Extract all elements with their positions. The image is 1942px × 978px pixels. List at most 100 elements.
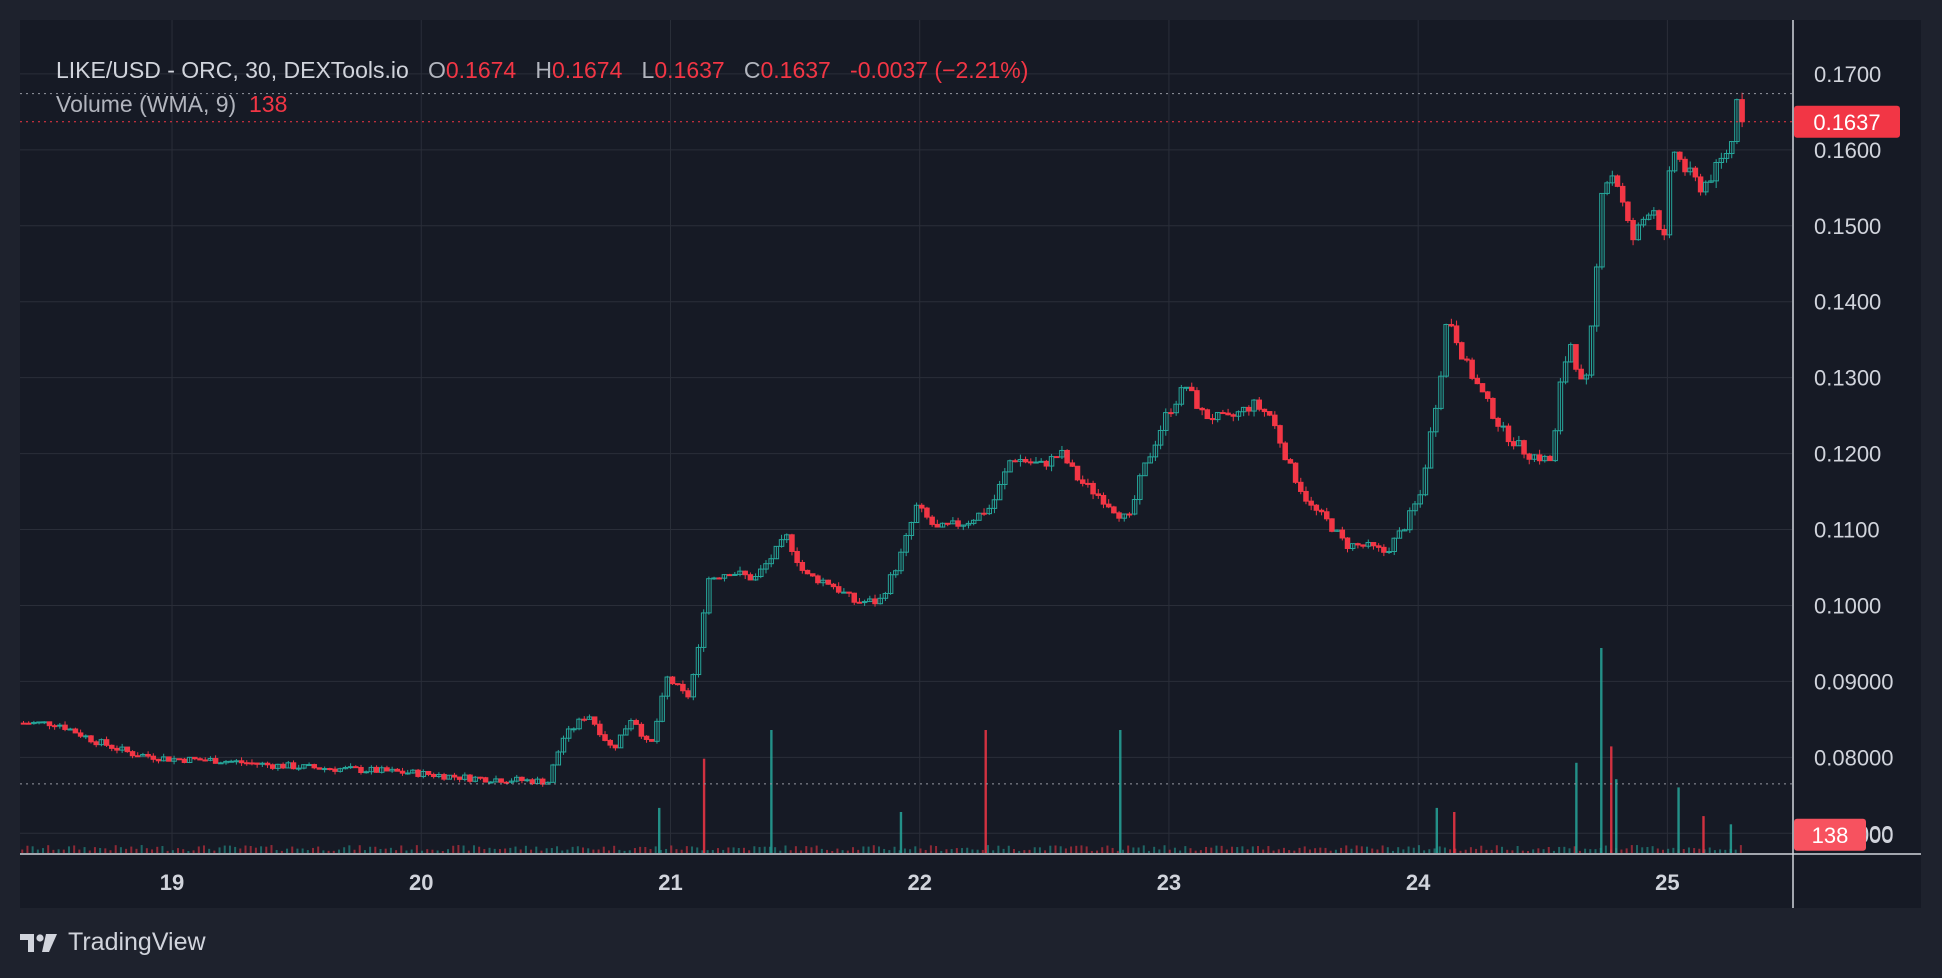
volume-bar [1345, 845, 1348, 853]
volume-bar [119, 847, 122, 853]
volume-bar [680, 849, 683, 853]
candle-body [1687, 167, 1693, 173]
candle-body [1085, 482, 1091, 485]
volume-bar [582, 847, 585, 853]
candle-body [898, 551, 904, 572]
candle-body [778, 539, 785, 547]
volume-bar [1490, 849, 1493, 853]
candle-body [1017, 459, 1024, 462]
candle-body [1116, 512, 1122, 519]
candle-body [254, 762, 260, 765]
candle-body [1344, 537, 1351, 549]
candle-body [877, 597, 883, 605]
candle-body [62, 724, 68, 730]
time-tick-label: 23 [1157, 870, 1181, 895]
volume-bar [1184, 846, 1187, 853]
volume-bar [244, 845, 247, 853]
volume-bar [1101, 847, 1104, 853]
candle-body [1588, 325, 1595, 376]
volume-indicator-label[interactable]: Volume (WMA, 9) [56, 91, 237, 117]
volume-bar [836, 848, 839, 853]
volume-bar [1672, 847, 1675, 853]
candle-body [1521, 440, 1527, 455]
tradingview-brand[interactable]: TradingView [20, 928, 206, 957]
candle-body [212, 758, 219, 764]
volume-bar [1127, 845, 1130, 853]
candle-body [555, 751, 562, 766]
volume-bar [140, 845, 143, 853]
candle-body [1614, 175, 1621, 187]
candle-body [1131, 499, 1138, 515]
volume-bar [104, 848, 107, 853]
grid-lines [20, 20, 1792, 853]
volume-bar [784, 845, 787, 853]
candle-body [1339, 529, 1346, 539]
volume-bar [1651, 846, 1654, 853]
volume-bar [1158, 849, 1161, 853]
candle-body [659, 695, 665, 722]
axes[interactable]: 0.1700 0.1600 0.1500 0.1400 0.1300 0.1200 0.11… [20, 20, 1921, 908]
candle-body [617, 734, 624, 749]
volume-bar [1604, 845, 1607, 853]
price-reference-lines [20, 93, 1792, 785]
candle-body [856, 601, 863, 604]
candle-body [498, 778, 504, 783]
candle-body [249, 762, 255, 765]
candle-body [893, 570, 899, 576]
candle-body [503, 781, 510, 784]
volume-bar [530, 849, 533, 853]
candle-body [410, 769, 416, 774]
candle-body [358, 766, 364, 774]
volume-bar [208, 848, 211, 853]
chart-panel[interactable]: 0.1700 0.1600 0.1500 0.1400 0.1300 0.1200 0.11… [20, 20, 1921, 908]
volume-bar [441, 850, 444, 853]
candle-body [841, 591, 847, 594]
candle-body [244, 762, 250, 765]
candle-body [887, 574, 894, 594]
candle-body [93, 741, 99, 746]
volume-bar [1246, 849, 1249, 853]
volume-bar [1194, 850, 1197, 853]
candle-body [539, 778, 546, 785]
price-tick-label: 0.1000 [1814, 593, 1881, 618]
candle-body [1251, 399, 1257, 412]
volume-bar [1542, 849, 1545, 853]
candle-body [560, 737, 567, 753]
candle-body [1407, 510, 1413, 531]
volume-bar [67, 846, 70, 853]
volume-bar [218, 847, 221, 853]
volume-bar [1568, 848, 1571, 853]
volume-bar [737, 847, 740, 853]
volume-bar [1578, 850, 1581, 853]
candle-body [1464, 358, 1470, 361]
volume-bar [732, 847, 735, 853]
volume-bar [997, 845, 1000, 853]
volume-spike-bar [984, 730, 987, 853]
volume-bar [649, 849, 652, 853]
volume-bar [597, 849, 600, 853]
volume-bar [462, 845, 465, 853]
volume-bar [1236, 847, 1239, 853]
candle-body [67, 728, 73, 731]
volume-bar [1002, 848, 1005, 853]
volume-bar [1168, 849, 1171, 853]
symbol-title[interactable]: LIKE/USD - ORC, 30, DEXTools.io [56, 57, 409, 83]
volume-bar [457, 845, 460, 853]
volume-bar [26, 845, 29, 853]
candle-body [1422, 467, 1429, 496]
candle-body [794, 550, 800, 563]
volume-bar [545, 848, 548, 853]
volume-bar [156, 846, 159, 853]
candle-body [1240, 406, 1247, 413]
volume-bar [1220, 845, 1223, 853]
candle-body [1645, 214, 1652, 220]
volume-bar [358, 845, 361, 853]
candlestick-chart[interactable]: 0.1700 0.1600 0.1500 0.1400 0.1300 0.1200 0.11… [20, 20, 1921, 908]
candle-body [991, 499, 998, 509]
last-price-badge-label: 0.1637 [1813, 110, 1880, 135]
candle-body [867, 598, 873, 603]
volume-bar [1054, 845, 1057, 853]
candle-body [1640, 218, 1647, 226]
candle-body [109, 744, 115, 749]
volume-bar [88, 850, 91, 853]
